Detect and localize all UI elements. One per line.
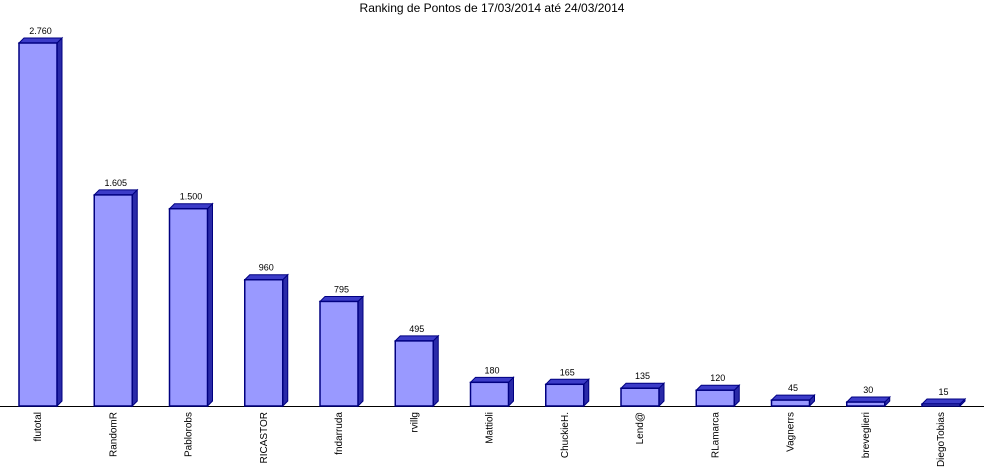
x-tick-label: ChuckieH. bbox=[560, 412, 571, 458]
value-label: 495 bbox=[409, 324, 424, 334]
value-label: 960 bbox=[259, 263, 274, 273]
x-tick-label: Vagnerrs bbox=[786, 412, 797, 452]
bar bbox=[168, 207, 209, 407]
value-label: 165 bbox=[560, 367, 575, 377]
value-label: 180 bbox=[484, 365, 499, 375]
bar-top bbox=[845, 396, 891, 403]
value-label: 1.500 bbox=[180, 192, 203, 202]
value-label: 15 bbox=[938, 387, 948, 397]
value-label: 795 bbox=[334, 284, 349, 294]
value-label: 1.605 bbox=[104, 178, 127, 188]
value-label: 135 bbox=[635, 371, 650, 381]
value-label: 45 bbox=[788, 383, 798, 393]
bar-top bbox=[394, 335, 440, 342]
bar bbox=[469, 381, 510, 407]
x-tick-label: RandomR bbox=[108, 412, 119, 457]
x-tick-label: breveglieri bbox=[861, 412, 872, 458]
bar bbox=[93, 194, 133, 407]
bar bbox=[695, 389, 735, 407]
bar bbox=[846, 401, 886, 407]
bar bbox=[545, 383, 585, 407]
x-tick-label: Mattioli bbox=[485, 412, 496, 444]
bar bbox=[921, 403, 961, 407]
x-tick-label: fndarruda bbox=[334, 412, 345, 455]
bar bbox=[770, 399, 811, 407]
bar-top bbox=[544, 378, 590, 385]
bar-top bbox=[168, 203, 214, 210]
bar bbox=[18, 42, 58, 407]
bar bbox=[244, 278, 284, 407]
x-tick-label: RICASTOR bbox=[259, 412, 270, 464]
x-tick-label: RLamarca bbox=[710, 412, 721, 459]
value-label: 30 bbox=[863, 385, 873, 395]
chart-title: Ranking de Pontos de 17/03/2014 até 24/0… bbox=[360, 1, 625, 15]
x-tick-label: DiegoTobias bbox=[936, 412, 947, 467]
bar bbox=[620, 387, 660, 407]
x-tick-label: Pablorobs bbox=[184, 412, 195, 457]
x-tick-label: rvillg bbox=[409, 412, 420, 433]
x-tick-label: Lend@ bbox=[635, 412, 646, 444]
x-tick-label: flutotal bbox=[33, 412, 44, 441]
value-label: 120 bbox=[710, 373, 725, 383]
bar-top bbox=[920, 398, 967, 405]
value-label: 2.760 bbox=[29, 26, 52, 36]
bar bbox=[394, 340, 434, 407]
bar bbox=[319, 300, 359, 407]
